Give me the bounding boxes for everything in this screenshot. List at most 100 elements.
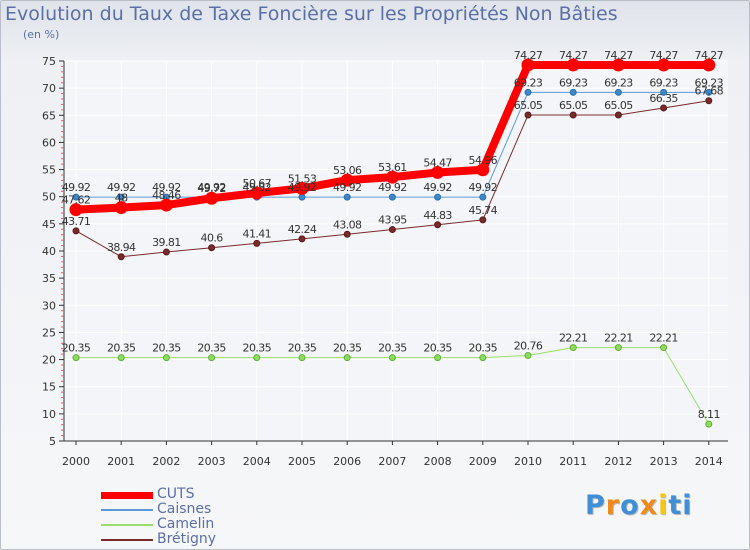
y-tick-label: 10 bbox=[42, 408, 56, 421]
data-label-camelin: 20.35 bbox=[288, 342, 317, 355]
x-tick-label: 2006 bbox=[333, 455, 361, 468]
data-point-camelin bbox=[614, 344, 622, 352]
data-label-caisnes: 49.92 bbox=[107, 181, 136, 194]
legend-swatch bbox=[101, 491, 153, 499]
data-label-cuts: 74.27 bbox=[604, 49, 633, 62]
data-point-cuts bbox=[340, 173, 354, 187]
data-point-bretigny bbox=[705, 97, 713, 105]
data-point-caisnes bbox=[705, 88, 713, 96]
legend-label: Caisnes bbox=[157, 501, 212, 517]
data-point-cuts bbox=[385, 170, 399, 184]
data-label-bretigny: 65.05 bbox=[514, 99, 543, 112]
data-point-caisnes bbox=[569, 88, 577, 96]
data-point-cuts bbox=[114, 201, 128, 215]
data-point-camelin bbox=[388, 354, 396, 362]
x-tick-label: 2004 bbox=[243, 455, 271, 468]
data-label-caisnes: 49.92 bbox=[62, 181, 91, 194]
data-label-camelin: 22.21 bbox=[649, 332, 678, 345]
data-label-caisnes: 49.92 bbox=[333, 181, 362, 194]
data-point-bretigny bbox=[479, 216, 487, 224]
data-label-bretigny: 43.95 bbox=[378, 214, 407, 227]
legend-swatch bbox=[101, 524, 153, 526]
legend-label: CUTS bbox=[157, 486, 195, 502]
data-label-camelin: 8.11 bbox=[698, 408, 720, 421]
data-point-bretigny bbox=[388, 226, 396, 234]
data-label-cuts: 74.27 bbox=[695, 49, 724, 62]
x-tick-label: 2005 bbox=[288, 455, 316, 468]
data-label-bretigny: 66.35 bbox=[649, 92, 678, 105]
data-point-bretigny bbox=[162, 248, 170, 256]
data-label-camelin: 20.35 bbox=[333, 342, 362, 355]
x-tick-label: 2012 bbox=[604, 455, 632, 468]
data-point-bretigny bbox=[569, 111, 577, 119]
data-label-camelin: 20.35 bbox=[378, 342, 407, 355]
y-tick-label: 5 bbox=[49, 435, 56, 448]
data-label-bretigny: 65.05 bbox=[559, 99, 588, 112]
data-label-bretigny: 44.83 bbox=[423, 209, 452, 222]
data-point-caisnes bbox=[72, 193, 80, 201]
y-tick-label: 55 bbox=[42, 164, 56, 177]
data-label-cuts: 48.46 bbox=[152, 189, 181, 202]
data-label-camelin: 22.21 bbox=[559, 332, 588, 345]
data-label-camelin: 20.35 bbox=[62, 342, 91, 355]
data-point-caisnes bbox=[434, 193, 442, 201]
y-tick-label: 15 bbox=[42, 381, 56, 394]
data-point-bretigny bbox=[434, 221, 442, 229]
data-point-cuts bbox=[69, 203, 83, 217]
y-tick-label: 30 bbox=[42, 299, 56, 312]
data-point-camelin bbox=[72, 354, 80, 362]
data-point-cuts bbox=[295, 181, 309, 195]
data-label-caisnes: 69.23 bbox=[559, 76, 588, 89]
data-label-cuts: 53.06 bbox=[333, 164, 362, 177]
x-tick-label: 2003 bbox=[198, 455, 226, 468]
data-point-cuts bbox=[566, 58, 580, 72]
data-point-caisnes bbox=[524, 88, 532, 96]
data-label-bretigny: 40.6 bbox=[201, 232, 224, 245]
data-label-camelin: 22.21 bbox=[604, 332, 633, 345]
data-point-caisnes bbox=[343, 193, 351, 201]
data-label-camelin: 20.76 bbox=[514, 339, 543, 352]
data-label-bretigny: 65.05 bbox=[604, 99, 633, 112]
data-point-camelin bbox=[298, 354, 306, 362]
data-label-camelin: 20.35 bbox=[243, 342, 272, 355]
data-label-cuts: 49.72 bbox=[197, 182, 226, 195]
legend-swatch bbox=[101, 539, 153, 541]
y-tick-label: 25 bbox=[42, 326, 56, 339]
data-point-camelin bbox=[208, 354, 216, 362]
data-label-caisnes: 49.92 bbox=[152, 181, 181, 194]
data-label-camelin: 20.35 bbox=[152, 342, 181, 355]
y-tick-label: 40 bbox=[42, 245, 56, 258]
data-label-caisnes: 49.92 bbox=[423, 181, 452, 194]
data-label-caisnes: 69.23 bbox=[514, 76, 543, 89]
data-point-cuts bbox=[521, 58, 535, 72]
data-point-bretigny bbox=[343, 230, 351, 238]
data-label-camelin: 20.35 bbox=[197, 342, 226, 355]
data-label-bretigny: 39.81 bbox=[152, 236, 181, 249]
data-point-camelin bbox=[479, 354, 487, 362]
data-point-caisnes bbox=[388, 193, 396, 201]
data-point-bretigny bbox=[298, 235, 306, 243]
data-point-bretigny bbox=[614, 111, 622, 119]
data-label-bretigny: 38.94 bbox=[107, 241, 136, 254]
data-label-bretigny: 45.74 bbox=[469, 204, 498, 217]
legend-label: Camelin bbox=[157, 516, 215, 532]
data-label-cuts: 74.27 bbox=[559, 49, 588, 62]
x-tick-label: 2014 bbox=[695, 455, 723, 468]
data-point-camelin bbox=[117, 354, 125, 362]
data-point-caisnes bbox=[660, 88, 668, 96]
data-label-camelin: 20.35 bbox=[469, 342, 498, 355]
data-point-caisnes bbox=[479, 193, 487, 201]
data-label-caisnes: 69.23 bbox=[649, 76, 678, 89]
x-tick-label: 2007 bbox=[378, 455, 406, 468]
data-point-camelin bbox=[162, 354, 170, 362]
data-point-camelin bbox=[343, 354, 351, 362]
x-tick-label: 2001 bbox=[107, 455, 135, 468]
data-point-camelin bbox=[434, 354, 442, 362]
data-point-camelin bbox=[524, 351, 532, 359]
y-tick-label: 45 bbox=[42, 218, 56, 231]
data-point-cuts bbox=[250, 186, 264, 200]
data-point-camelin bbox=[705, 420, 713, 428]
data-point-bretigny bbox=[72, 227, 80, 235]
unit-label: (en %) bbox=[23, 28, 60, 41]
